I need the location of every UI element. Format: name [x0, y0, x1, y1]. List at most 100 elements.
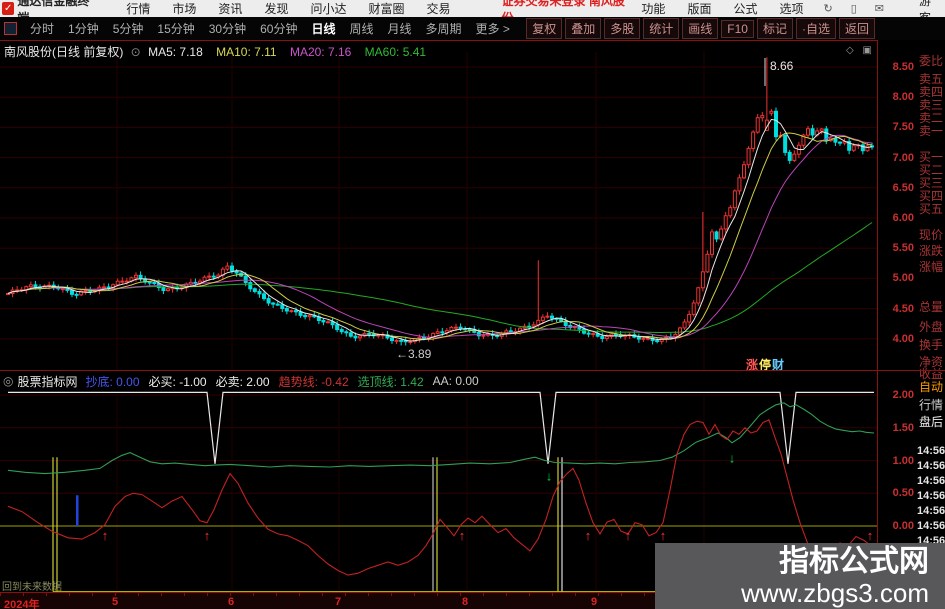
buy-arrow: ↑ [660, 528, 667, 543]
menu-item-hangqing[interactable]: 行情 [126, 2, 151, 16]
axis-divider [878, 370, 917, 371]
menu-item-xuanxiang[interactable]: 选项 [779, 2, 804, 16]
sidebar-row-buy2: 买二 [919, 163, 944, 177]
price-axis-label: 5.50 [892, 242, 914, 255]
sidebar-row-weibi: 委比 [919, 54, 944, 68]
candles-and-ma-lines [0, 52, 877, 370]
f10-button[interactable]: F10 [721, 19, 754, 38]
period-60min[interactable]: 60分钟 [260, 22, 298, 36]
period-15min[interactable]: 15分钟 [157, 22, 195, 36]
quote-sidebar: 委比 卖五 卖四 卖三 卖二 卖一 买一 买二 买三 买四 买五 现价 涨跌 涨… [917, 40, 945, 592]
price-axis-column: 8.50 8.00 7.50 7.00 6.50 6.00 5.50 5.00 4.50 4.00… [877, 40, 918, 592]
period-more[interactable]: 更多 > [475, 22, 510, 36]
window-icon[interactable]: ▣ [862, 45, 872, 56]
main-candlestick-chart: 8.66 ←3.89 涨 停 财 [0, 52, 877, 370]
trend-line [7, 419, 877, 576]
sidebar-row-sell2: 卖二 [919, 111, 944, 125]
period-multi[interactable]: 多周期 [425, 22, 462, 36]
period-toolbar: 分时 1分钟 5分钟 15分钟 30分钟 60分钟 日线 周线 月线 多周期 更… [0, 17, 945, 41]
ma-line-MA20 [7, 134, 873, 338]
tdx-logo-icon[interactable]: ✓ [2, 2, 15, 15]
ma5-value: MA5: 7.18 [148, 45, 203, 59]
sell-line [8, 391, 874, 464]
blue-signal-bar [76, 495, 79, 526]
period-5min[interactable]: 5分钟 [112, 22, 144, 36]
menu-item-shichang[interactable]: 市场 [172, 2, 197, 16]
price-axis-label: 8.00 [892, 91, 914, 104]
sidebar-tab-auto[interactable]: 自动 [919, 380, 944, 394]
menu-item-jiaoyi[interactable]: 交易 [426, 2, 451, 16]
param-xuandingxian: 选顶线: 1.42 [357, 374, 424, 389]
zixuan-button[interactable]: ·自选 [795, 18, 836, 39]
menu-item-banmian[interactable]: 版面 [687, 2, 712, 16]
menu-bar: ✓ 通达信金融终端 行情 市场 资讯 发现 问小达 财富圈 交易 证券交易未登录… [0, 0, 945, 25]
indicator-axis-label: 1.50 [892, 421, 914, 434]
diamond-icon[interactable]: ◇ [846, 45, 854, 56]
menu-item-gongshi[interactable]: 公式 [733, 2, 758, 16]
diejia-button[interactable]: 叠加 [565, 18, 602, 39]
view-mode-icon[interactable] [4, 22, 17, 35]
indicator-settings-icon[interactable]: ⊙ [130, 45, 141, 59]
price-axis-label: 6.50 [892, 181, 914, 194]
watermark-title: 指标公式网 [779, 545, 929, 578]
indicator-circle-icon[interactable]: ◎ [3, 374, 14, 388]
period-weekly[interactable]: 周线 [349, 22, 374, 36]
phone-icon[interactable]: ▯ [850, 3, 857, 15]
sidebar-tab-hangqing[interactable]: 行情 [919, 398, 944, 412]
low-annotation: ←3.89 [396, 347, 432, 361]
menu-item-faxian[interactable]: 发现 [264, 2, 289, 16]
sidebar-tab-panhou[interactable]: 盘后 [919, 415, 944, 429]
limit-up-badge-char1: 涨 [746, 357, 758, 370]
price-axis-label: 4.50 [892, 302, 914, 315]
buy-arrow: ↑ [204, 528, 211, 543]
menu-item-wenxiaoda[interactable]: 问小达 [310, 2, 347, 16]
fanhui-button[interactable]: 返回 [838, 18, 875, 39]
tick-time: 14:56 [917, 475, 945, 487]
indicator-axis-label: 2.00 [892, 389, 914, 401]
period-fenshi[interactable]: 分时 [30, 22, 55, 36]
tick-time: 14:56 [917, 505, 945, 517]
sidebar-row-zongliang: 总量 [919, 300, 944, 314]
price-axis-label: 6.00 [892, 212, 914, 224]
duogu-button[interactable]: 多股 [604, 18, 641, 39]
candles [6, 57, 874, 346]
indicator-lines: ↑ ↑ ↑ ↑ ↑ ↑ ↑ ↓ ↓ [0, 391, 877, 592]
ma-line-MA10 [7, 132, 873, 340]
tick-time: 14:56 [917, 490, 945, 502]
price-axis-label: 7.50 [892, 121, 914, 134]
price-axis-label: 4.00 [892, 332, 914, 345]
sidebar-row-buy5: 买五 [919, 202, 944, 216]
stock-title: 南风股份(日线 前复权) [4, 45, 124, 59]
axis-month-label: 6 [228, 596, 235, 608]
menu-item-caifuquan[interactable]: 财富圈 [368, 2, 405, 16]
period-monthly[interactable]: 月线 [387, 22, 412, 36]
refresh-icon[interactable]: ↻ [823, 3, 833, 15]
mail-icon[interactable]: ✉ [874, 3, 884, 15]
period-daily[interactable]: 日线 [311, 22, 336, 36]
huaxian-button[interactable]: 画线 [682, 18, 719, 39]
indicator-axis-label: 0.50 [892, 487, 914, 500]
tongji-button[interactable]: 统计 [643, 18, 680, 39]
indicator-name: 股票指标网 [17, 374, 78, 389]
top-pick-line [7, 402, 875, 475]
tick-time: 14:56 [917, 520, 945, 532]
backfill-data-label: 回到未来数据 [2, 582, 62, 593]
menu-item-zixun[interactable]: 资讯 [218, 2, 243, 16]
limit-up-badge-char2: 停 [759, 357, 771, 370]
menu-item-gongneng[interactable]: 功能 [641, 2, 666, 16]
period-1min[interactable]: 1分钟 [68, 22, 99, 36]
watermark: 指标公式网 www.zbgs3.com [655, 543, 945, 609]
ma60-value: MA60: 5.41 [364, 45, 427, 59]
fuquan-button[interactable]: 复权 [526, 18, 563, 39]
sidebar-row-xianjia: 现价 [919, 228, 944, 242]
axis-year-label: 2024年 [4, 599, 40, 609]
buy-arrow: ↑ [867, 528, 874, 543]
param-bimai2: 必卖: 2.00 [215, 374, 270, 389]
indicator-axis-label: 1.00 [892, 454, 914, 467]
period-30min[interactable]: 30分钟 [208, 22, 247, 36]
sidebar-row-waipan: 外盘 [919, 320, 944, 334]
peak-annotation: 8.66 [770, 59, 794, 73]
biaoji-button[interactable]: 标记 [756, 18, 793, 39]
ma-line-MA60 [7, 222, 873, 333]
